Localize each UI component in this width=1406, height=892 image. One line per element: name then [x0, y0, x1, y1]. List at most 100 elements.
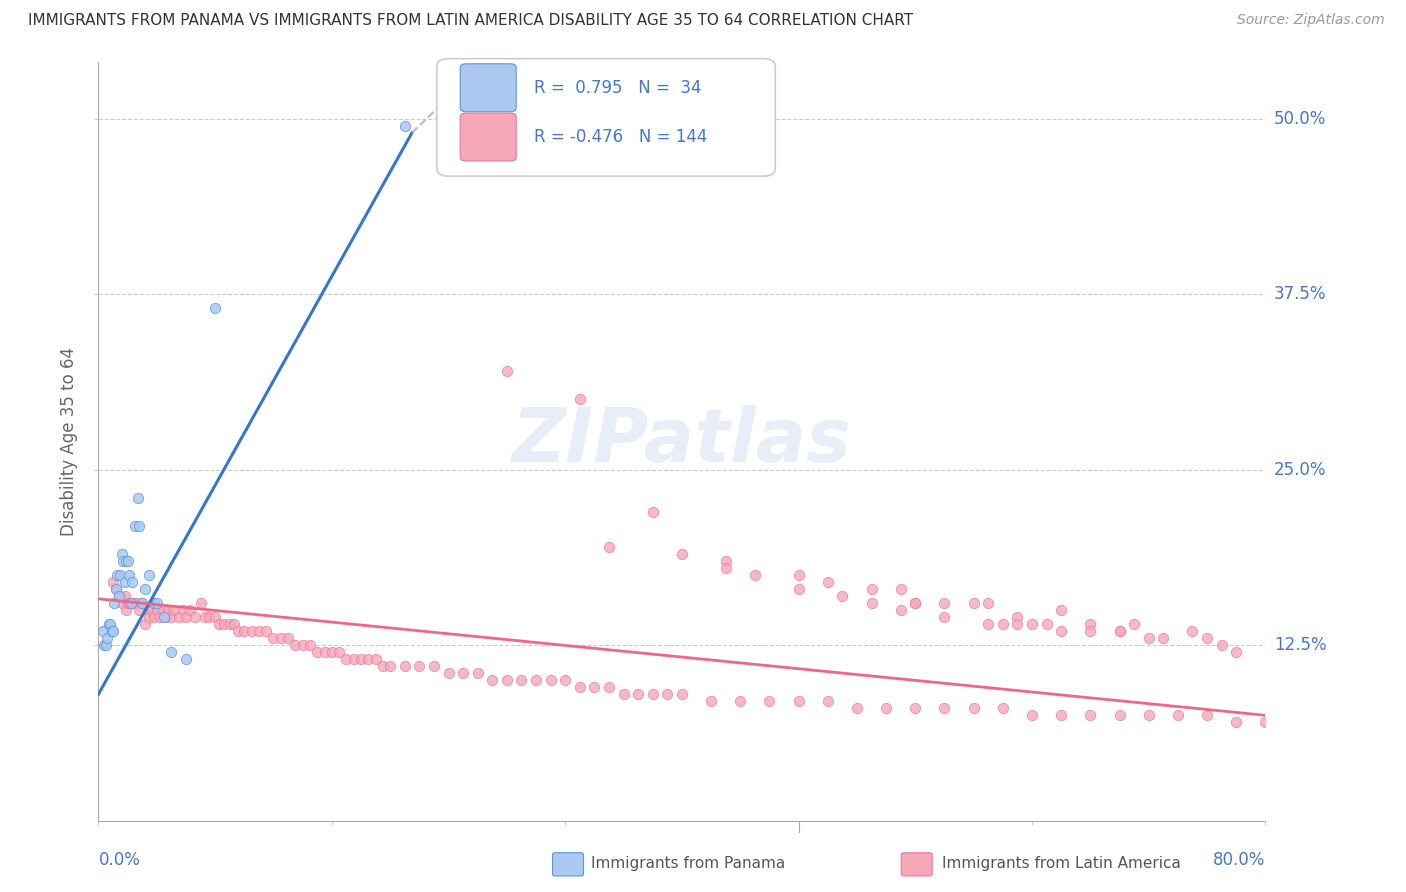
- Point: [846, 701, 869, 715]
- Point: [335, 652, 357, 666]
- Point: [991, 701, 1014, 715]
- Point: [136, 603, 159, 617]
- Text: 80.0%: 80.0%: [1213, 851, 1265, 869]
- Point: [101, 574, 124, 589]
- Point: [1195, 708, 1218, 723]
- Point: [364, 652, 387, 666]
- Point: [934, 701, 956, 715]
- Point: [198, 610, 221, 624]
- Point: [97, 617, 120, 632]
- Point: [1225, 645, 1247, 659]
- Point: [174, 610, 197, 624]
- Point: [744, 568, 766, 582]
- Text: Source: ZipAtlas.com: Source: ZipAtlas.com: [1237, 13, 1385, 28]
- Point: [1181, 624, 1204, 639]
- Point: [1254, 715, 1277, 730]
- Point: [496, 364, 519, 378]
- Point: [598, 680, 620, 694]
- Point: [423, 659, 446, 673]
- Point: [110, 589, 132, 603]
- Point: [218, 617, 240, 632]
- Point: [108, 589, 131, 603]
- Point: [1050, 624, 1073, 639]
- Point: [222, 617, 245, 632]
- Point: [671, 547, 693, 561]
- Point: [1021, 617, 1043, 632]
- Point: [112, 554, 135, 568]
- Text: 37.5%: 37.5%: [1274, 285, 1326, 303]
- Point: [496, 673, 519, 688]
- Point: [117, 554, 139, 568]
- Point: [1195, 631, 1218, 645]
- Point: [641, 505, 664, 519]
- Point: [138, 568, 160, 582]
- Point: [934, 596, 956, 610]
- Point: [350, 652, 373, 666]
- Point: [183, 610, 205, 624]
- Point: [141, 603, 163, 617]
- Point: [860, 582, 883, 596]
- FancyBboxPatch shape: [437, 59, 775, 177]
- Point: [1080, 624, 1102, 639]
- Point: [1137, 631, 1160, 645]
- Text: 12.5%: 12.5%: [1274, 636, 1326, 654]
- Point: [152, 603, 174, 617]
- Point: [540, 673, 562, 688]
- Point: [1007, 617, 1029, 632]
- Point: [142, 596, 165, 610]
- Point: [1225, 715, 1247, 730]
- Point: [1108, 624, 1130, 639]
- Point: [98, 617, 121, 632]
- Point: [904, 701, 927, 715]
- Point: [437, 666, 460, 681]
- Point: [111, 596, 134, 610]
- Point: [371, 659, 394, 673]
- Point: [124, 596, 146, 610]
- Point: [394, 659, 416, 673]
- Point: [125, 596, 148, 610]
- Point: [254, 624, 277, 639]
- Point: [831, 589, 853, 603]
- Point: [120, 596, 142, 610]
- Point: [568, 392, 591, 407]
- Point: [714, 561, 737, 575]
- Point: [94, 638, 117, 652]
- Point: [204, 610, 226, 624]
- Point: [554, 673, 576, 688]
- Point: [904, 596, 927, 610]
- FancyBboxPatch shape: [460, 113, 516, 161]
- Y-axis label: Disability Age 35 to 64: Disability Age 35 to 64: [60, 347, 79, 536]
- Text: R =  0.795   N =  34: R = 0.795 N = 34: [534, 78, 702, 96]
- Point: [343, 652, 366, 666]
- Point: [247, 624, 270, 639]
- Point: [262, 631, 284, 645]
- Point: [153, 610, 176, 624]
- Point: [860, 596, 883, 610]
- Point: [155, 610, 177, 624]
- Point: [612, 687, 634, 701]
- Point: [568, 680, 591, 694]
- Point: [328, 645, 350, 659]
- Point: [128, 603, 150, 617]
- Point: [228, 624, 250, 639]
- Point: [121, 574, 143, 589]
- Point: [114, 589, 136, 603]
- Point: [1211, 638, 1233, 652]
- Point: [1167, 708, 1189, 723]
- Point: [131, 596, 153, 610]
- Point: [111, 547, 134, 561]
- Point: [91, 624, 114, 639]
- Point: [142, 610, 165, 624]
- Point: [598, 540, 620, 554]
- Point: [179, 603, 201, 617]
- Point: [904, 596, 927, 610]
- Point: [118, 596, 141, 610]
- Point: [298, 638, 321, 652]
- Text: IMMIGRANTS FROM PANAMA VS IMMIGRANTS FROM LATIN AMERICA DISABILITY AGE 35 TO 64 : IMMIGRANTS FROM PANAMA VS IMMIGRANTS FRO…: [28, 13, 914, 29]
- Point: [160, 645, 183, 659]
- Point: [104, 582, 127, 596]
- Point: [394, 119, 416, 133]
- Point: [787, 582, 810, 596]
- Point: [128, 518, 150, 533]
- Point: [408, 659, 430, 673]
